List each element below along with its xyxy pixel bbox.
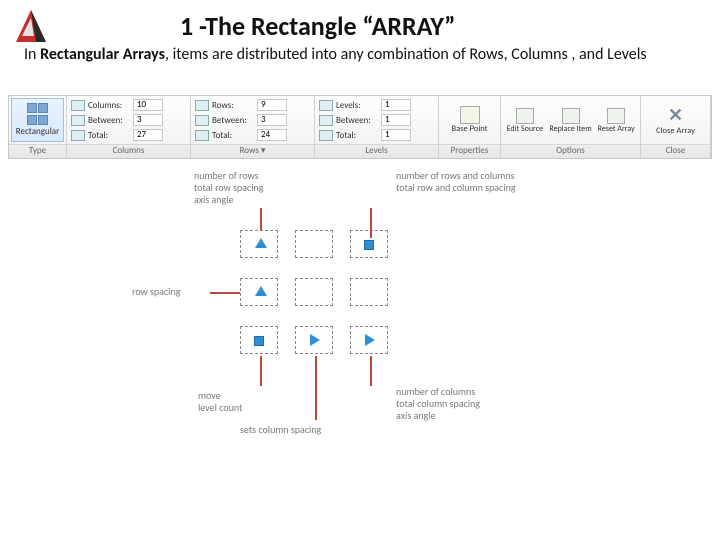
caption-rest: , items are distributed into any combina… [165,45,647,64]
replace-item-label: Replace Item [549,125,591,133]
levels-between-field: Between: 1 [319,113,434,127]
levels-icon [319,100,333,111]
reset-array-icon [607,108,625,124]
array-grid-diagram: number of rows total row spacing axis an… [200,200,540,460]
columns-count-field: Columns: 10 [71,98,186,112]
callout-line [210,292,240,294]
columns-between-label: Between: [88,115,130,126]
page-caption: In Rectangular Arrays, items are distrib… [24,45,696,64]
total-icon [195,130,209,141]
panel-columns: Columns: 10 Between: 3 Total: 27 Columns [67,96,191,158]
page-title: 1 -The Rectangle “ARRAY” [180,10,455,42]
base-point-icon [460,106,480,124]
rows-total-input[interactable]: 24 [257,129,287,141]
panel-rows: Rows: 9 Between: 3 Total: 24 Rows ▾ [191,96,315,158]
between-icon [71,115,85,126]
levels-total-field: Total: 1 [319,128,434,142]
array-cell [295,278,333,306]
replace-item-button[interactable]: Replace Item [549,98,593,142]
caption-bold: Rectangular Arrays [40,45,165,64]
edit-source-icon [516,108,534,124]
callout-text: move level count [198,390,242,414]
columns-total-label: Total: [88,130,130,141]
edit-source-button[interactable]: Edit Source [503,98,547,142]
columns-count-label: Columns: [88,100,130,111]
array-cell [350,278,388,306]
array-grip[interactable] [364,240,374,250]
close-icon: ✕ [668,104,683,126]
callout-text: number of rows total row spacing axis an… [194,170,264,206]
levels-between-label: Between: [336,115,378,126]
array-grip[interactable] [310,334,320,346]
array-cell [295,230,333,258]
panel-levels-footer: Levels [315,144,438,158]
caption-prefix: In [24,45,40,64]
levels-count-input[interactable]: 1 [381,99,411,111]
autocad-logo-icon [10,6,52,48]
rectangular-array-button[interactable]: Rectangular [11,98,64,142]
columns-count-input[interactable]: 10 [133,99,163,111]
callout-line [315,356,317,420]
rows-count-label: Rows: [212,100,254,111]
panel-type: Rectangular Type [9,96,67,158]
rectangular-label: Rectangular [16,126,59,137]
rows-icon [195,100,209,111]
panel-properties: Base Point Properties [439,96,501,158]
array-grip[interactable] [254,336,264,346]
panel-close-footer: Close [641,144,710,158]
levels-total-input[interactable]: 1 [381,129,411,141]
rows-total-label: Total: [212,130,254,141]
panel-type-footer: Type [9,144,66,158]
callout-line [370,208,372,238]
callout-line [260,356,262,386]
panel-close: ✕ Close Array Close [641,96,711,158]
total-icon [319,130,333,141]
rows-count-field: Rows: 9 [195,98,310,112]
rows-between-label: Between: [212,115,254,126]
array-grip[interactable] [365,334,375,346]
callout-line [260,208,262,230]
callout-text: row spacing [132,286,180,298]
total-icon [71,130,85,141]
panel-options: Edit Source Replace Item Reset Array Opt… [501,96,641,158]
replace-item-icon [562,108,580,124]
columns-between-input[interactable]: 3 [133,114,163,126]
columns-between-field: Between: 3 [71,113,186,127]
columns-total-field: Total: 27 [71,128,186,142]
panel-columns-footer: Columns [67,144,190,158]
levels-between-input[interactable]: 1 [381,114,411,126]
array-ribbon: Rectangular Type Columns: 10 Between: 3 … [8,95,712,159]
array-grip[interactable] [255,286,267,296]
callout-text: sets column spacing [240,424,321,436]
callout-text: number of rows and columns total row and… [396,170,516,194]
base-point-label: Base Point [451,125,487,134]
callout-line [370,356,372,386]
rows-count-input[interactable]: 9 [257,99,287,111]
callout-text: number of columns total column spacing a… [396,386,480,422]
levels-count-label: Levels: [336,100,378,111]
panel-options-footer: Options [501,144,640,158]
rows-between-input[interactable]: 3 [257,114,287,126]
levels-count-field: Levels: 1 [319,98,434,112]
panel-properties-footer: Properties [439,144,500,158]
grid-icon [27,103,49,125]
between-icon [319,115,333,126]
columns-total-input[interactable]: 27 [133,129,163,141]
levels-total-label: Total: [336,130,378,141]
reset-array-button[interactable]: Reset Array [594,98,638,142]
panel-rows-footer[interactable]: Rows ▾ [191,144,314,158]
reset-array-label: Reset Array [598,125,635,133]
close-array-button[interactable]: ✕ Close Array [641,96,710,144]
close-array-label: Close Array [656,126,695,136]
rows-between-field: Between: 3 [195,113,310,127]
edit-source-label: Edit Source [507,125,543,133]
base-point-button[interactable]: Base Point [439,96,500,144]
array-grip[interactable] [255,238,267,248]
panel-levels: Levels: 1 Between: 1 Total: 1 Levels [315,96,439,158]
columns-icon [71,100,85,111]
between-icon [195,115,209,126]
rows-total-field: Total: 24 [195,128,310,142]
